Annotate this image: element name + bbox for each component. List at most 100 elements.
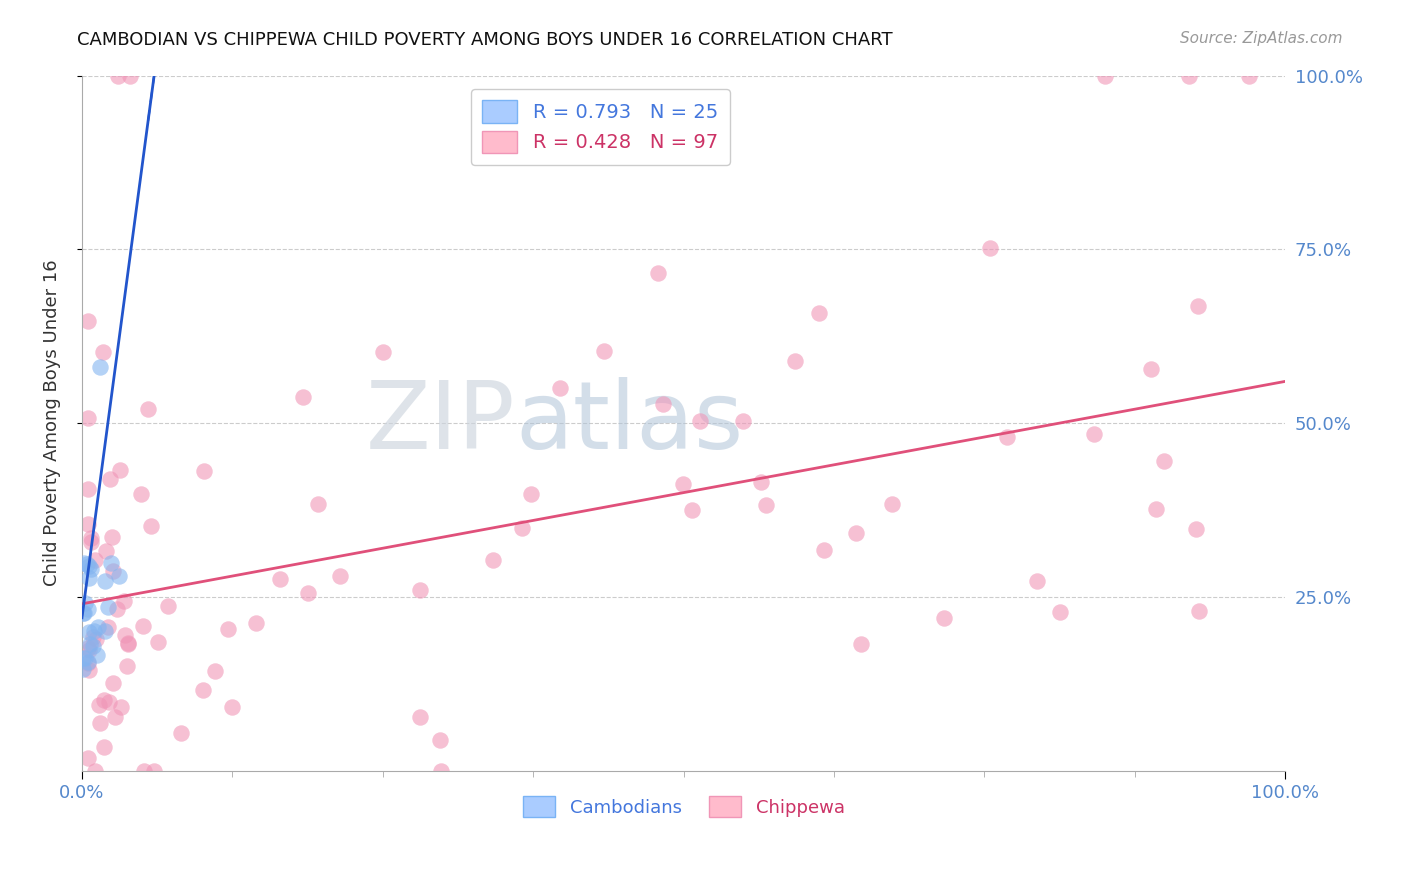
- Point: [221, 699, 243, 714]
- Point: [291, 390, 314, 404]
- Point: [107, 569, 129, 583]
- Point: [1144, 502, 1167, 516]
- Point: [749, 475, 772, 489]
- Text: ZIP: ZIP: [366, 377, 515, 469]
- Point: [1139, 361, 1161, 376]
- Point: [79, 535, 101, 549]
- Point: [329, 568, 352, 582]
- Point: [548, 380, 571, 394]
- Point: [117, 636, 139, 650]
- Point: [80, 531, 103, 545]
- Point: [100, 530, 122, 544]
- Point: [72, 651, 94, 665]
- Point: [97, 620, 120, 634]
- Point: [77, 750, 100, 764]
- Point: [112, 593, 135, 607]
- Point: [76, 557, 98, 571]
- Point: [409, 710, 432, 724]
- Text: CAMBODIAN VS CHIPPEWA CHILD POVERTY AMONG BOYS UNDER 16 CORRELATION CHART: CAMBODIAN VS CHIPPEWA CHILD POVERTY AMON…: [77, 31, 893, 49]
- Point: [91, 345, 114, 359]
- Point: [76, 602, 98, 616]
- Point: [204, 664, 226, 678]
- Point: [156, 599, 179, 613]
- Point: [371, 344, 394, 359]
- Point: [520, 487, 543, 501]
- Point: [73, 650, 96, 665]
- Point: [146, 635, 169, 649]
- Point: [120, 69, 142, 83]
- Point: [731, 414, 754, 428]
- Point: [129, 486, 152, 500]
- Point: [94, 624, 117, 639]
- Point: [89, 360, 111, 375]
- Text: atlas: atlas: [515, 377, 744, 469]
- Point: [132, 619, 155, 633]
- Point: [849, 637, 872, 651]
- Point: [813, 542, 835, 557]
- Point: [75, 596, 97, 610]
- Point: [101, 565, 124, 579]
- Point: [86, 648, 108, 662]
- Y-axis label: Child Poverty Among Boys Under 16: Child Poverty Among Boys Under 16: [44, 260, 60, 586]
- Point: [117, 659, 139, 673]
- Point: [110, 700, 132, 714]
- Point: [77, 663, 100, 677]
- Point: [1187, 299, 1209, 313]
- Point: [482, 553, 505, 567]
- Point: [193, 464, 215, 478]
- Point: [755, 498, 778, 512]
- Point: [80, 562, 103, 576]
- Point: [82, 630, 104, 644]
- Point: [73, 606, 96, 620]
- Point: [72, 607, 94, 621]
- Point: [77, 625, 100, 640]
- Point: [72, 662, 94, 676]
- Point: [672, 477, 695, 491]
- Point: [1153, 453, 1175, 467]
- Point: [689, 414, 711, 428]
- Point: [1049, 605, 1071, 619]
- Point: [82, 640, 104, 654]
- Point: [94, 574, 117, 588]
- Point: [107, 69, 129, 83]
- Point: [510, 521, 533, 535]
- Point: [73, 556, 96, 570]
- Point: [408, 582, 430, 597]
- Point: [84, 632, 107, 646]
- Point: [103, 676, 125, 690]
- Point: [1083, 426, 1105, 441]
- Point: [98, 695, 121, 709]
- Point: [77, 656, 100, 670]
- Point: [94, 544, 117, 558]
- Point: [107, 602, 129, 616]
- Text: Source: ZipAtlas.com: Source: ZipAtlas.com: [1180, 31, 1343, 46]
- Point: [98, 472, 121, 486]
- Point: [191, 682, 214, 697]
- Point: [100, 557, 122, 571]
- Point: [979, 241, 1001, 255]
- Point: [104, 710, 127, 724]
- Point: [269, 572, 291, 586]
- Point: [245, 616, 267, 631]
- Point: [84, 553, 107, 567]
- Point: [170, 725, 193, 739]
- Point: [93, 693, 115, 707]
- Point: [83, 624, 105, 639]
- Point: [97, 600, 120, 615]
- Point: [593, 344, 616, 359]
- Point: [89, 698, 111, 713]
- Point: [880, 497, 903, 511]
- Point: [297, 586, 319, 600]
- Point: [307, 497, 329, 511]
- Point: [681, 503, 703, 517]
- Point: [79, 637, 101, 651]
- Point: [1237, 69, 1260, 83]
- Point: [108, 463, 131, 477]
- Point: [141, 519, 163, 533]
- Point: [217, 622, 239, 636]
- Point: [1188, 604, 1211, 618]
- Point: [647, 266, 669, 280]
- Point: [845, 525, 868, 540]
- Point: [77, 482, 100, 496]
- Point: [89, 716, 111, 731]
